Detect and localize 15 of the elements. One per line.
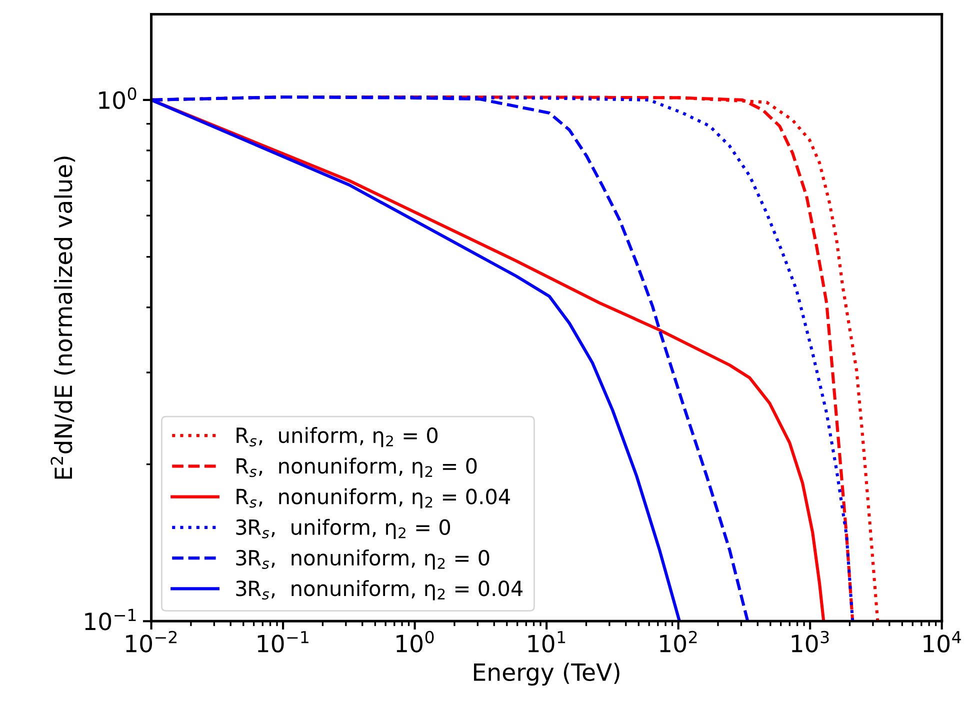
legend-label: R$_{s}$, uniform, η$_{2}$ = 0 — [236, 427, 438, 448]
x-tick-label: 10$^{−1}$ — [258, 631, 308, 652]
x-tick-label: 10$^{−2}$ — [126, 630, 177, 652]
x-tick-label: 10$^{0}$ — [396, 630, 434, 652]
x-tick-label: 10$^{1}$ — [528, 631, 566, 652]
legend-label: 3R$_{s}$, nonuniform, η$_{2}$ = 0.04 — [236, 580, 523, 600]
legend-label: 3R$_{s}$, uniform, η$_{2}$ = 0 — [236, 518, 450, 540]
x-axis-title: Energy (TeV) — [474, 662, 620, 686]
x-tick-label: 10$^{2}$ — [660, 630, 697, 652]
x-tick-label: 10$^{4}$ — [924, 631, 961, 652]
legend-label: 3R$_{s}$, nonuniform, η$_{2}$ = 0 — [236, 550, 490, 570]
legend-label: R$_{s}$, nonuniform, η$_{2}$ = 0 — [236, 458, 477, 478]
y-axis-title: E$^{2}$dN/dE (normalized value) — [50, 156, 76, 479]
x-tick-label: 10$^{3}$ — [792, 630, 829, 652]
legend-label: R$_{s}$, nonuniform, η$_{2}$ = 0.04 — [236, 488, 510, 508]
